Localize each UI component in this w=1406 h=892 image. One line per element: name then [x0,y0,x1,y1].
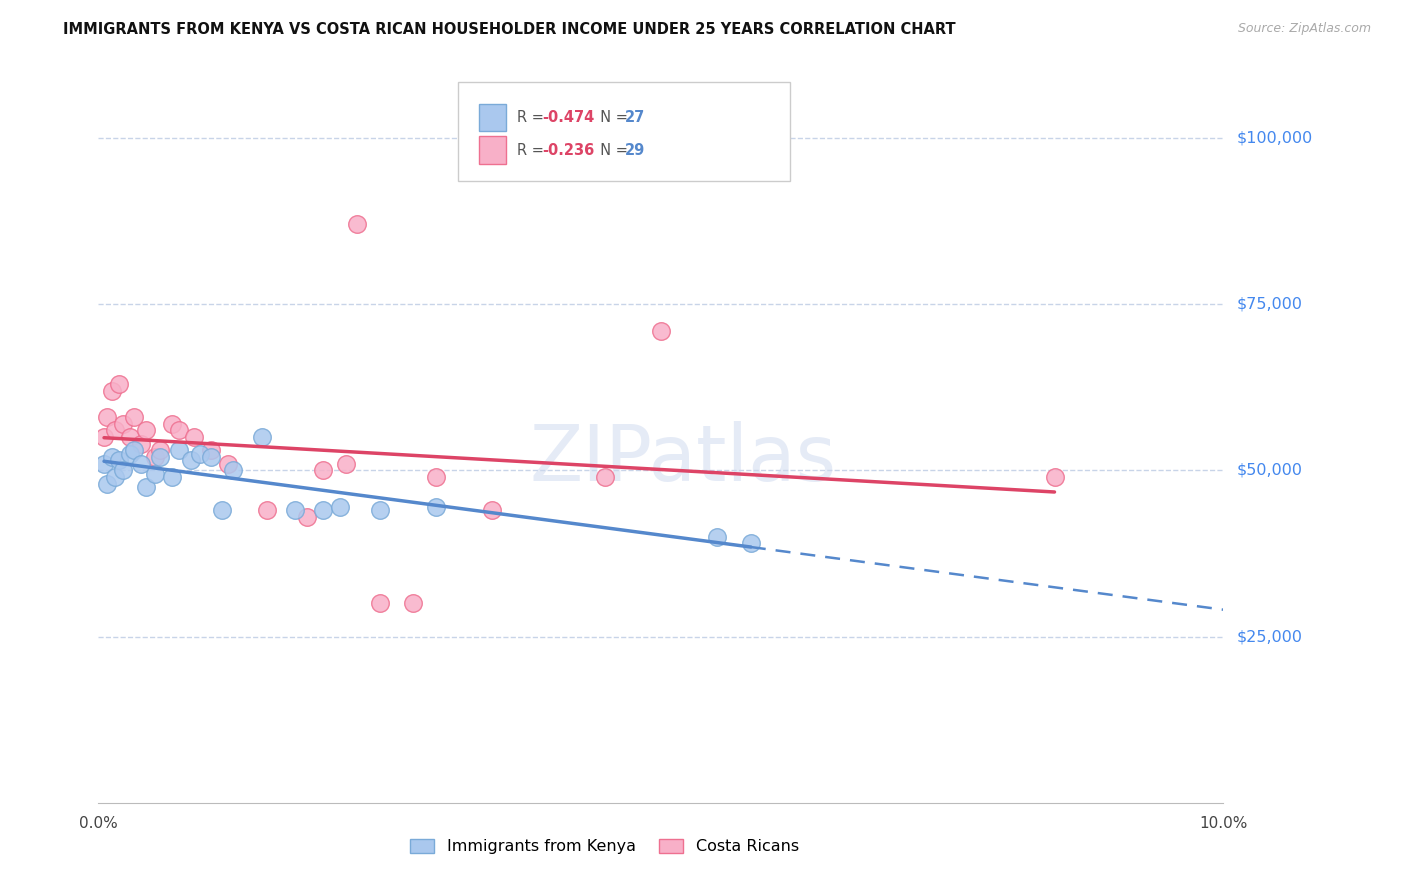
Point [96,476,118,491]
Point [425,500,447,514]
Point [312,463,335,477]
Text: N =: N = [591,143,633,158]
Point [481,503,503,517]
Point [129,457,152,471]
Point [104,424,127,438]
Point [200,443,222,458]
Point [706,530,728,544]
Text: 27: 27 [624,110,645,125]
Point [135,480,157,494]
Text: R =: R = [517,143,548,158]
Text: N =: N = [591,110,633,125]
Point [329,500,352,514]
Point [93,430,115,444]
Point [129,436,152,450]
Point [96,410,118,425]
Point [402,596,425,610]
Point [312,503,335,517]
Point [93,457,115,471]
Point [740,536,762,550]
Point [118,447,141,461]
Point [222,463,245,477]
Text: Source: ZipAtlas.com: Source: ZipAtlas.com [1237,22,1371,36]
Point [104,470,127,484]
Point [107,453,129,467]
Text: $75,000: $75,000 [1237,297,1303,311]
Text: 29: 29 [624,143,645,158]
Point [295,509,318,524]
Text: -0.236: -0.236 [543,143,595,158]
Point [107,376,129,391]
Point [180,453,202,467]
Point [135,424,157,438]
Text: R =: R = [517,110,548,125]
Point [160,417,183,431]
Point [256,503,278,517]
Point [200,450,222,464]
FancyBboxPatch shape [478,103,506,131]
Point [346,217,368,231]
Point [118,430,141,444]
Point [169,443,191,458]
Text: $50,000: $50,000 [1237,463,1303,478]
Point [188,447,211,461]
Point [143,450,166,464]
Point [101,450,124,464]
Point [250,430,273,444]
Point [183,430,205,444]
Point [1043,470,1066,484]
Legend: Immigrants from Kenya, Costa Ricans: Immigrants from Kenya, Costa Ricans [404,832,806,861]
Point [160,470,183,484]
Point [217,457,239,471]
Point [149,450,172,464]
Point [124,410,146,425]
Point [112,417,135,431]
Text: -0.474: -0.474 [543,110,595,125]
Text: IMMIGRANTS FROM KENYA VS COSTA RICAN HOUSEHOLDER INCOME UNDER 25 YEARS CORRELATI: IMMIGRANTS FROM KENYA VS COSTA RICAN HOU… [63,22,956,37]
FancyBboxPatch shape [478,136,506,164]
Point [650,324,672,338]
Point [593,470,616,484]
Point [368,596,391,610]
Point [169,424,191,438]
Point [368,503,391,517]
Text: $100,000: $100,000 [1237,130,1313,145]
Point [211,503,233,517]
Point [149,443,172,458]
Point [112,463,135,477]
Point [284,503,307,517]
Point [101,384,124,398]
Point [335,457,357,471]
Point [124,443,146,458]
Point [425,470,447,484]
Text: $25,000: $25,000 [1237,629,1303,644]
FancyBboxPatch shape [458,82,790,181]
Text: ZIPatlas: ZIPatlas [530,421,837,497]
Point [143,467,166,481]
